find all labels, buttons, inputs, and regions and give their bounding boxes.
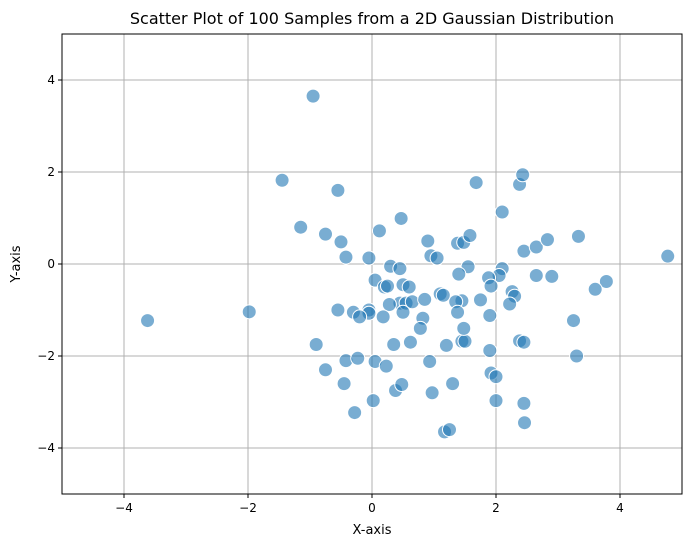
y-tick-label: 0 bbox=[47, 257, 55, 271]
scatter-point bbox=[318, 362, 333, 378]
scatter-point bbox=[517, 415, 533, 431]
scatter-point bbox=[660, 248, 676, 264]
scatter-point bbox=[483, 278, 499, 294]
scatter-point bbox=[417, 291, 433, 307]
y-axis-label: Y-axis bbox=[9, 245, 24, 283]
scatter-point bbox=[462, 227, 478, 243]
scatter-point bbox=[401, 279, 417, 295]
scatter-point bbox=[488, 393, 504, 409]
scatter-point bbox=[473, 292, 488, 308]
y-tick-label: −2 bbox=[37, 349, 55, 363]
scatter-point bbox=[482, 308, 498, 324]
scatter-point bbox=[424, 385, 440, 401]
scatter-point bbox=[293, 219, 309, 235]
scatter-point bbox=[456, 320, 472, 336]
scatter-point bbox=[365, 393, 381, 409]
scatter-point bbox=[350, 350, 366, 366]
scatter-point bbox=[516, 243, 532, 259]
scatter-point bbox=[494, 204, 510, 220]
scatter-point bbox=[528, 239, 544, 255]
scatter-point bbox=[381, 296, 397, 312]
y-tick-label: −4 bbox=[37, 441, 55, 455]
scatter-point bbox=[420, 233, 436, 249]
scatter-point bbox=[587, 281, 603, 297]
scatter-point bbox=[375, 309, 391, 325]
scatter-point bbox=[516, 395, 532, 411]
scatter-point bbox=[336, 376, 352, 392]
scatter-point bbox=[451, 266, 467, 282]
scatter-point bbox=[241, 304, 257, 320]
x-tick-label: −4 bbox=[115, 501, 133, 515]
scatter-point bbox=[544, 268, 560, 284]
y-axis-ticks: −4 −2 0 2 4 bbox=[37, 73, 62, 455]
scatter-point bbox=[412, 320, 428, 336]
scatter-point bbox=[308, 337, 324, 352]
scatter-point bbox=[361, 250, 377, 266]
data-points bbox=[140, 88, 676, 440]
scatter-point bbox=[352, 309, 368, 325]
scatter-point bbox=[429, 250, 445, 266]
scatter-point bbox=[438, 337, 454, 353]
scatter-point bbox=[539, 232, 555, 248]
scatter-point bbox=[378, 358, 394, 374]
scatter-point bbox=[392, 261, 408, 277]
scatter-point bbox=[488, 369, 504, 385]
scatter-point bbox=[566, 313, 581, 329]
scatter-point bbox=[570, 228, 586, 244]
scatter-point bbox=[445, 376, 461, 392]
scatter-point bbox=[598, 273, 614, 289]
scatter-point bbox=[515, 167, 531, 183]
scatter-point bbox=[468, 175, 484, 191]
x-axis-ticks: −4 −2 0 2 4 bbox=[115, 494, 624, 515]
scatter-point bbox=[442, 422, 457, 438]
scatter-point bbox=[482, 342, 498, 358]
scatter-point bbox=[347, 405, 363, 421]
y-tick-label: 4 bbox=[47, 73, 55, 87]
scatter-point bbox=[330, 302, 346, 318]
scatter-point bbox=[330, 182, 346, 198]
scatter-point bbox=[380, 278, 395, 294]
scatter-point bbox=[140, 313, 156, 329]
scatter-point bbox=[457, 333, 473, 349]
scatter-point bbox=[338, 249, 354, 265]
scatter-point bbox=[386, 337, 402, 352]
scatter-point bbox=[422, 354, 438, 370]
x-tick-label: −2 bbox=[239, 501, 257, 515]
scatter-point bbox=[528, 268, 544, 283]
scatter-point bbox=[402, 334, 418, 350]
scatter-point bbox=[502, 296, 518, 312]
scatter-point bbox=[395, 304, 411, 320]
scatter-point bbox=[305, 88, 321, 104]
grid-lines bbox=[62, 34, 682, 494]
scatter-point bbox=[393, 210, 409, 226]
scatter-point bbox=[435, 287, 451, 303]
x-tick-label: 2 bbox=[492, 501, 500, 515]
x-tick-label: 0 bbox=[368, 501, 376, 515]
scatter-point bbox=[569, 348, 585, 364]
x-axis-label: X-axis bbox=[353, 523, 392, 538]
y-tick-label: 2 bbox=[47, 165, 55, 179]
chart-title: Scatter Plot of 100 Samples from a 2D Ga… bbox=[130, 9, 614, 28]
scatter-point bbox=[371, 223, 387, 239]
x-tick-label: 4 bbox=[616, 501, 624, 515]
scatter-point bbox=[516, 334, 532, 350]
scatter-point bbox=[333, 234, 349, 250]
scatter-point bbox=[394, 377, 410, 393]
scatter-point bbox=[450, 304, 466, 320]
scatter-point bbox=[274, 172, 290, 188]
scatter-point bbox=[318, 226, 333, 242]
